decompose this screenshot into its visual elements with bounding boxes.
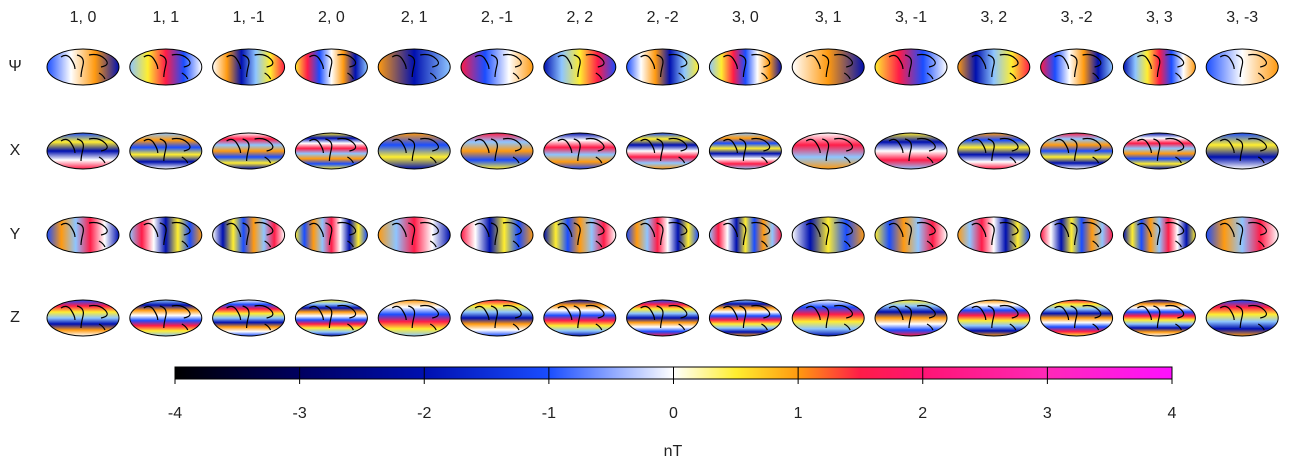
column-label: 2, 2 [566,9,593,26]
coastline [557,304,605,331]
column-label: 3, 2 [980,9,1007,26]
colorbar-label: nT [664,443,683,460]
column-label: 3, -3 [1226,9,1258,26]
coastline [971,304,1019,331]
coastline [557,221,605,248]
coastline [805,304,854,331]
coastline [143,53,191,80]
coastline [1219,304,1268,331]
x-tick-label: -4 [168,405,182,422]
coastline [640,221,688,248]
coastline [805,53,854,80]
column-label: 1, 0 [70,9,97,26]
coastline [640,304,688,331]
row-label: Z [10,309,20,326]
coastline [888,137,936,164]
coastline [1137,137,1185,164]
coastline [1054,53,1102,80]
coastline [1219,53,1268,80]
coastline [474,221,522,248]
coastline [143,221,191,248]
coastline [640,53,688,80]
x-tick-label: 2 [918,405,927,422]
coastline [60,304,108,331]
column-label: 3, 0 [732,9,759,26]
column-label: 2, -2 [647,9,679,26]
coastline [309,53,357,80]
column-label: 1, -1 [233,9,265,26]
coastline [1137,221,1185,248]
coastline [226,221,274,248]
coastline [391,304,440,331]
column-label: 3, 1 [815,9,842,26]
coastline [971,53,1019,80]
row-label: Ψ [8,58,21,75]
column-label: 2, 1 [401,9,428,26]
coastline [391,221,440,248]
coastline [557,53,605,80]
column-label: 1, 1 [152,9,179,26]
coastline [391,53,440,80]
x-tick-label: 4 [1168,405,1177,422]
coastline [309,221,357,248]
coastline [888,221,936,248]
x-tick-label: 0 [669,405,678,422]
coastline [226,53,274,80]
column-label: 3, 3 [1146,9,1173,26]
coastline [1137,53,1185,80]
coastline [1219,137,1268,164]
coastline [309,137,357,164]
coastline [971,137,1019,164]
coastline [723,221,771,248]
coastline [226,304,274,331]
x-tick-label: 3 [1043,405,1052,422]
row-label: X [10,142,21,159]
coastline [60,137,108,164]
coastline [723,137,771,164]
coastline [971,221,1019,248]
column-label: 2, 0 [318,9,345,26]
coastline [309,304,357,331]
coastline [1054,137,1102,164]
coastline [723,53,771,80]
coastline [1219,221,1268,248]
row-label: Y [10,226,21,243]
coastline [640,137,688,164]
coastline [60,53,108,80]
coastline [1137,304,1185,331]
coastline [143,137,191,164]
x-tick-label: -1 [542,405,556,422]
column-label: 2, -1 [481,9,513,26]
coastline [474,53,522,80]
coastline [60,221,108,248]
coastline [391,137,440,164]
column-label: 3, -1 [895,9,927,26]
coastline [805,221,854,248]
coastline [474,304,522,331]
coastline [888,53,936,80]
coastline [805,137,854,164]
coastline [1054,304,1102,331]
coastline [226,137,274,164]
x-tick-label: -2 [417,405,431,422]
x-tick-label: 1 [794,405,803,422]
coastline [557,137,605,164]
coastline [723,304,771,331]
x-tick-label: -3 [293,405,307,422]
column-label: 3, -2 [1061,9,1093,26]
coastline [143,304,191,331]
coastline [888,304,936,331]
coastline [474,137,522,164]
coastline [1054,221,1102,248]
